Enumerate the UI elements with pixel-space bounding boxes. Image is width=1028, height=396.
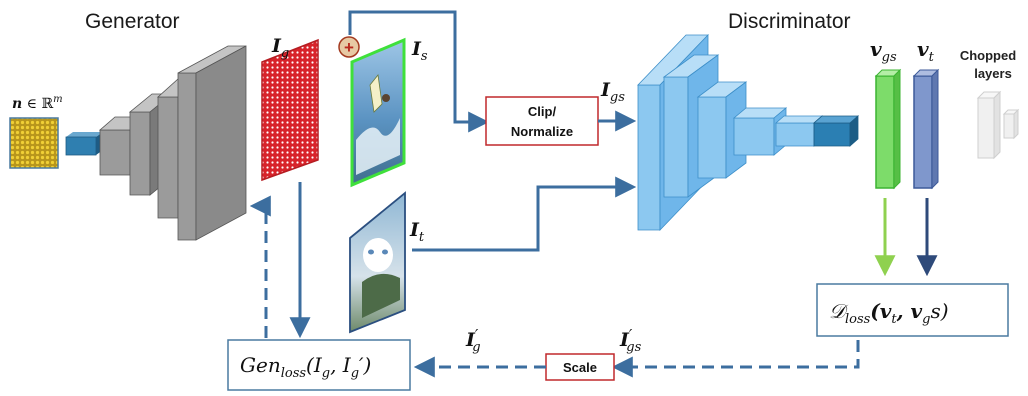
- ig-prime-label: I′ g: [465, 326, 481, 355]
- genloss-to-generator-arrow: [249, 195, 271, 338]
- dloss-to-scale-arrow: [611, 340, 860, 378]
- is-label: Is: [411, 38, 428, 64]
- generator-network: [65, 45, 247, 241]
- genloss-formula: Genloss(Ig, Ig′): [240, 353, 371, 381]
- vgs-feature: vgs: [870, 37, 902, 190]
- discriminator-network: [637, 34, 860, 231]
- generator-title: Generator: [85, 10, 180, 33]
- chopped-line2: layers: [974, 66, 1012, 81]
- noise-label: n ∈ ℝm: [12, 94, 63, 112]
- clip-normalize-box: Clip/ Normalize: [485, 96, 599, 146]
- vt-feature: vt: [912, 37, 940, 190]
- clip-line2: Normalize: [511, 124, 573, 139]
- scale-box: Scale: [545, 353, 615, 381]
- plus-icon: +: [338, 36, 360, 58]
- chopped-line1: Chopped: [960, 48, 1016, 63]
- clip-line1: Clip/: [528, 104, 557, 119]
- ig-label: Ig: [271, 35, 289, 61]
- it-label: It: [409, 219, 425, 245]
- vgs-label: vgs: [870, 37, 897, 65]
- dloss-formula: 𝒟loss(vt, vgs): [829, 299, 949, 327]
- generator-loss-box: Genloss(Ig, Ig′): [227, 339, 411, 391]
- it-to-disc-arrow: [412, 176, 637, 252]
- chopped-layers: Chopped layers: [960, 48, 1020, 160]
- scale-label: Scale: [563, 360, 597, 375]
- discriminator-title: Discriminator: [728, 10, 851, 33]
- noise-texture: [9, 117, 59, 169]
- noise-input: n ∈ ℝm: [9, 94, 63, 169]
- generated-image-ig: Ig: [261, 35, 319, 182]
- is-to-clip-arrow: [348, 10, 490, 133]
- igs-prime-label: I′ gs: [619, 326, 642, 355]
- svg-text:+: +: [344, 38, 354, 57]
- igs-label: Igs: [600, 79, 625, 105]
- discriminator-loss-box: 𝒟loss(vt, vgs): [816, 283, 1009, 337]
- source-image-is: Is: [350, 37, 428, 188]
- target-image-it: It: [349, 191, 425, 334]
- vt-label: vt: [917, 37, 935, 65]
